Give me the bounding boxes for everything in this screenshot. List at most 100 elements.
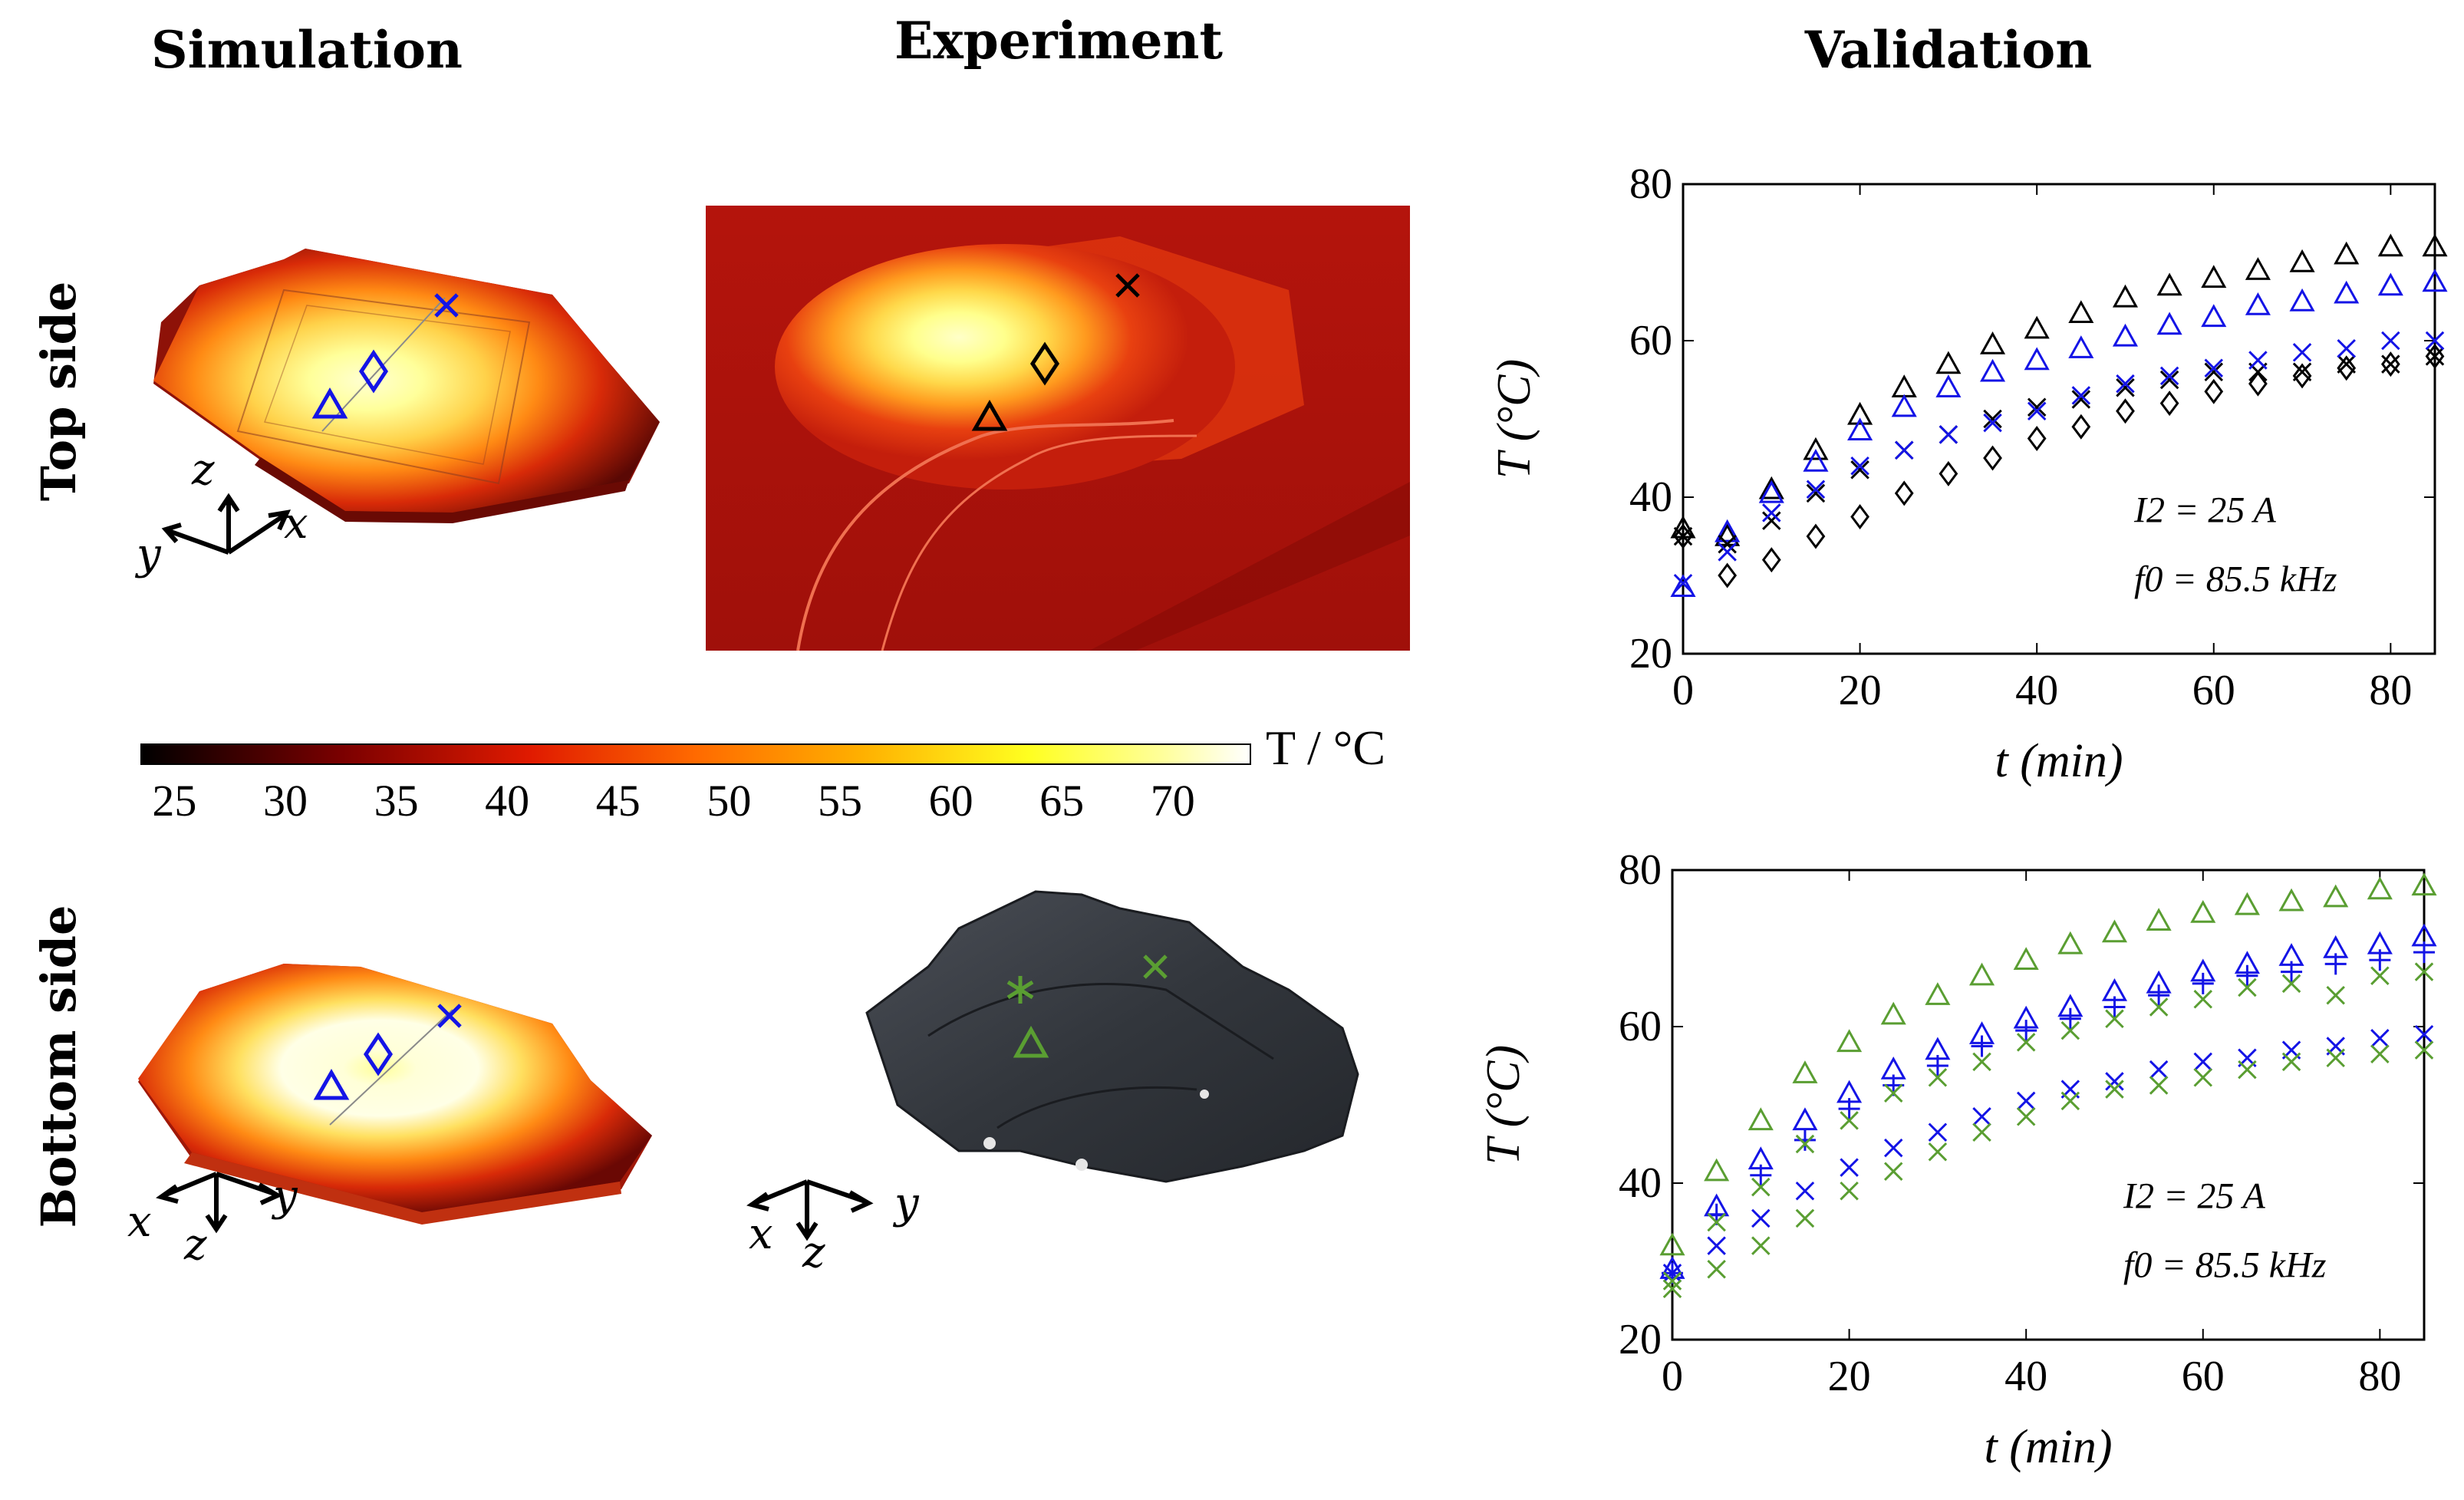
data-point-plus	[2015, 1020, 2037, 1042]
data-point-plus	[2413, 941, 2435, 964]
data-point-x	[1662, 1271, 1682, 1291]
data-point-diamond	[1806, 523, 1826, 549]
data-point-triangle	[1979, 358, 2006, 382]
y-tick-label: 80	[1619, 846, 1662, 894]
data-point-triangle	[2234, 892, 2260, 915]
y-tick-label: 60	[1629, 317, 1672, 364]
top-sim-axis-y: y	[137, 529, 161, 579]
data-point-diamond	[1850, 504, 1869, 529]
data-point-triangle	[2245, 292, 2271, 315]
data-point-x	[1806, 480, 1826, 499]
data-point-x	[2292, 343, 2312, 362]
data-point-triangle	[2422, 233, 2448, 257]
data-point-x	[1972, 1123, 1991, 1142]
column-title-experiment: Experiment	[894, 11, 1223, 71]
y-tick-label: 40	[1619, 1159, 1662, 1207]
data-point-diamond	[2116, 398, 2135, 424]
data-point-x	[2204, 362, 2224, 382]
colorbar-tick-label: 45	[595, 776, 641, 826]
y-tick-label: 20	[1619, 1316, 1662, 1363]
data-point-x	[1840, 1158, 1859, 1177]
x-tick-label: 0	[1672, 667, 1694, 714]
data-point-x	[1840, 1181, 1859, 1201]
column-title-simulation: Simulation	[151, 20, 463, 80]
data-point-x	[1795, 1181, 1815, 1201]
data-point-x	[1762, 511, 1781, 530]
data-point-x	[1850, 456, 1869, 476]
data-point-x	[1894, 440, 1914, 460]
x-tick-label: 60	[2182, 1353, 2225, 1400]
data-point-x	[2060, 1020, 2080, 1040]
data-point-plus	[1971, 1035, 1993, 1057]
bottom-sim-axis-triad-icon	[156, 1172, 283, 1234]
data-point-x	[2193, 1068, 2213, 1087]
data-point-triangle	[1670, 574, 1696, 597]
data-point-x	[1751, 1177, 1771, 1197]
x-tick-label: 40	[2004, 1353, 2047, 1400]
data-point-triangle	[1880, 1001, 1906, 1025]
data-point-diamond	[2380, 351, 2400, 377]
data-point-triangle	[2024, 347, 2050, 371]
data-point-plus	[2148, 984, 2170, 1007]
top-simulation-plate	[153, 249, 660, 523]
x-tick-label: 40	[2015, 667, 2058, 714]
sim-top-marker-triangle-icon	[311, 387, 348, 419]
data-point-triangle	[2334, 241, 2360, 265]
data-point-triangle	[2245, 257, 2271, 280]
x-axis-label: t (min)	[1984, 1421, 2112, 1473]
sim-top-marker-x-icon	[434, 293, 459, 318]
data-point-x	[2071, 390, 2091, 409]
data-point-x	[2193, 1052, 2213, 1072]
data-point-plus	[2324, 953, 2347, 975]
exp-bottom-marker-x-icon	[1143, 954, 1168, 979]
data-point-triangle	[1803, 437, 1829, 460]
data-point-triangle	[1758, 476, 1784, 499]
data-point-x	[1806, 483, 1826, 503]
data-point-triangle	[1891, 394, 1917, 417]
data-point-diamond	[1939, 460, 1958, 486]
colorbar-tick-label: 55	[817, 776, 862, 826]
data-point-x	[2281, 1052, 2301, 1072]
exp-top-marker-x-icon	[1115, 273, 1140, 298]
data-point-x	[2193, 990, 2213, 1009]
data-point-triangle	[1968, 962, 1995, 986]
column-title-validation: Validation	[1804, 20, 2093, 80]
data-point-plus	[1926, 1055, 1948, 1076]
data-point-x	[2238, 977, 2257, 997]
data-point-plus	[2059, 1007, 2081, 1030]
data-point-x	[2027, 401, 2047, 421]
data-point-triangle	[2334, 280, 2360, 304]
exp-top-marker-triangle-icon	[971, 399, 1008, 431]
data-point-x	[1751, 1208, 1771, 1228]
data-point-diamond	[2337, 355, 2357, 381]
top-experiment-markers	[971, 273, 1140, 431]
data-point-triangle	[1792, 1060, 1818, 1083]
y-axis-label: T (°C)	[1477, 1045, 1530, 1165]
top-sim-axis-x: x	[284, 499, 308, 549]
top-sim-axis-z: z	[192, 445, 215, 495]
sim-top-marker-diamond-icon	[358, 349, 389, 394]
data-point-triangle	[1891, 374, 1917, 397]
data-point-x	[1795, 1134, 1815, 1154]
data-point-x	[1673, 526, 1693, 546]
data-point-triangle	[1748, 1107, 1774, 1131]
data-point-triangle	[1792, 1107, 1818, 1131]
annotation-text: I2 = 25 A	[2133, 490, 2277, 531]
data-point-x	[2381, 331, 2400, 351]
y-axis-label: T (°C)	[1488, 359, 1540, 479]
bottom-exp-axis-triad-icon	[746, 1179, 874, 1241]
data-point-x	[2016, 1107, 2036, 1126]
data-point-x	[1662, 1264, 1682, 1283]
data-point-triangle	[1803, 449, 1829, 472]
data-point-diamond	[1983, 445, 2002, 471]
bottom-simulation-plate	[138, 964, 652, 1225]
data-point-plus	[2281, 961, 2303, 983]
data-point-x	[2071, 386, 2091, 405]
data-point-triangle	[2112, 284, 2139, 308]
data-point-x	[2060, 1091, 2080, 1111]
data-point-x	[2326, 985, 2345, 1005]
data-point-diamond	[2248, 371, 2268, 397]
exp-top-marker-diamond-icon	[1029, 341, 1060, 386]
